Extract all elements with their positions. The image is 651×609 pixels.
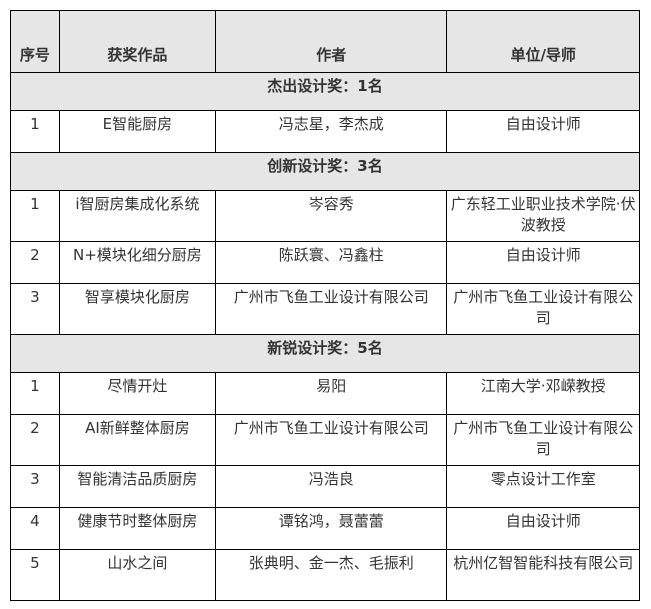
table-cell: 1 xyxy=(10,190,60,242)
table-cell: 4 xyxy=(10,507,60,550)
table-cell: 尽情开灶 xyxy=(58,372,217,415)
table-cell: 2 xyxy=(10,414,60,466)
table-cell: 自由设计师 xyxy=(446,507,640,550)
table-cell: 3 xyxy=(10,465,60,508)
table-row: 1 E智能厨房 冯志星，李杰成 自由设计师 xyxy=(10,110,640,153)
table-cell: 智能清洁品质厨房 xyxy=(58,465,217,508)
table-cell: 冯志星，李杰成 xyxy=(215,110,448,153)
table-row: 2 AI新鲜整体厨房 广州市飞鱼工业设计有限公司 广州市飞鱼工业设计有限公司 xyxy=(10,414,640,466)
section-row: 创新设计奖：3名 xyxy=(10,152,640,191)
table-cell: 智享模块化厨房 xyxy=(58,283,217,335)
table-cell: 自由设计师 xyxy=(446,110,640,153)
table-row: 3 智享模块化厨房 广州市飞鱼工业设计有限公司 广州市飞鱼工业设计有限公司 xyxy=(10,283,640,335)
table-cell: i智厨房集成化系统 xyxy=(58,190,217,242)
column-header: 单位/导师 xyxy=(446,10,640,73)
table-cell: 岑容秀 xyxy=(215,190,448,242)
table-cell: 广州市飞鱼工业设计有限公司 xyxy=(446,283,640,335)
table-cell: 自由设计师 xyxy=(446,241,640,284)
column-header: 作者 xyxy=(215,10,448,73)
table-cell: N+模块化细分厨房 xyxy=(58,241,217,284)
table-cell: 1 xyxy=(10,110,60,153)
table-cell: 山水之间 xyxy=(58,549,217,601)
table-cell: 杭州亿智智能科技有限公司 xyxy=(446,549,640,601)
table-cell: 易阳 xyxy=(215,372,448,415)
section-title: 杰出设计奖：1名 xyxy=(10,72,640,111)
table-cell: 5 xyxy=(10,549,60,601)
column-header: 获奖作品 xyxy=(58,10,217,73)
table-row: 4 健康节时整体厨房 谭铭鸿，聂蕾蕾 自由设计师 xyxy=(10,507,640,550)
table-cell: AI新鲜整体厨房 xyxy=(58,414,217,466)
section-title: 创新设计奖：3名 xyxy=(10,152,640,191)
table-cell: 谭铭鸿，聂蕾蕾 xyxy=(215,507,448,550)
table-cell: 陈跃寰、冯鑫柱 xyxy=(215,241,448,284)
table-cell: E智能厨房 xyxy=(58,110,217,153)
table-cell: 健康节时整体厨房 xyxy=(58,507,217,550)
section-title: 新锐设计奖：5名 xyxy=(10,334,640,373)
table-row: 1 尽情开灶 易阳 江南大学·邓嵘教授 xyxy=(10,372,640,415)
table-cell: 广州市飞鱼工业设计有限公司 xyxy=(446,414,640,466)
table-row: 2 N+模块化细分厨房 陈跃寰、冯鑫柱 自由设计师 xyxy=(10,241,640,284)
table-cell: 张典明、金一杰、毛振利 xyxy=(215,549,448,601)
section-row: 杰出设计奖：1名 xyxy=(10,72,640,111)
table-cell: 冯浩良 xyxy=(215,465,448,508)
awards-table: 序号 获奖作品 作者 单位/导师 杰出设计奖：1名 1 E智能厨房 冯志星，李杰成 自由设计师创… xyxy=(10,10,640,601)
table-cell: 江南大学·邓嵘教授 xyxy=(446,372,640,415)
table-cell: 3 xyxy=(10,283,60,335)
table-row: 3 智能清洁品质厨房 冯浩良 零点设计工作室 xyxy=(10,465,640,508)
table-cell: 1 xyxy=(10,372,60,415)
table-row: 1 i智厨房集成化系统 岑容秀 广东轻工业职业技术学院·伏波教授 xyxy=(10,190,640,242)
table-cell: 广东轻工业职业技术学院·伏波教授 xyxy=(446,190,640,242)
table-cell: 2 xyxy=(10,241,60,284)
table-cell: 广州市飞鱼工业设计有限公司 xyxy=(215,414,448,466)
table-cell: 零点设计工作室 xyxy=(446,465,640,508)
header-row: 序号 获奖作品 作者 单位/导师 xyxy=(10,10,640,73)
table-row: 5 山水之间 张典明、金一杰、毛振利 杭州亿智智能科技有限公司 xyxy=(10,549,640,601)
column-header: 序号 xyxy=(10,10,60,73)
section-row: 新锐设计奖：5名 xyxy=(10,334,640,373)
table-cell: 广州市飞鱼工业设计有限公司 xyxy=(215,283,448,335)
